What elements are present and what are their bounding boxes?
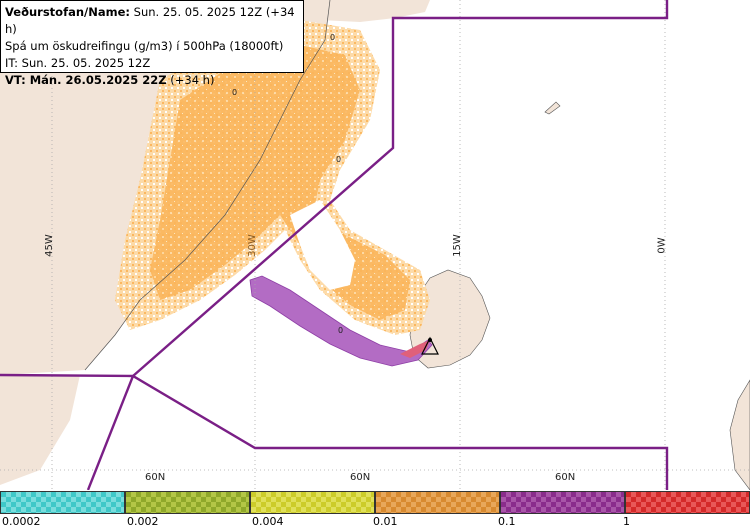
valid-time-label: VT: Mán. 26.05.2025 22Z bbox=[5, 73, 167, 87]
legend-tick: 1 bbox=[623, 515, 630, 528]
lon-label-0w: 0W bbox=[656, 237, 668, 254]
legend-tick: 0.004 bbox=[252, 515, 284, 528]
issuer-time: Sun. 25. 05. 2025 12Z (+34 h) bbox=[5, 5, 295, 36]
ash-red-core bbox=[400, 340, 430, 358]
lat-label-60n-center: 60N bbox=[350, 472, 371, 483]
legend-tick: 0.0002 bbox=[2, 515, 41, 528]
fir-boundary bbox=[0, 0, 669, 490]
legend-bin bbox=[250, 491, 375, 514]
valid-time-offset: (+34 h) bbox=[170, 73, 215, 87]
jan-mayen-island bbox=[544, 101, 561, 115]
contour-label: 0 bbox=[330, 33, 336, 42]
legend-tick: 0.1 bbox=[498, 515, 516, 528]
contour-label: 0 bbox=[232, 88, 238, 97]
info-line-issue-time: IT: Sun. 25. 05. 2025 12Z bbox=[5, 56, 151, 70]
map-canvas bbox=[0, 0, 750, 490]
legend-bin bbox=[375, 491, 500, 514]
concentration-legend: 0.0002 0.002 0.004 0.01 0.1 1 bbox=[0, 490, 750, 532]
graticule bbox=[0, 0, 750, 490]
legend-tick: 0.01 bbox=[373, 515, 398, 528]
info-line-description: Spá um öskudreifingu (g/m3) í 500hPa (18… bbox=[5, 39, 284, 53]
legend-tick: 0.002 bbox=[127, 515, 159, 528]
contour-label: 0 bbox=[336, 155, 342, 164]
scandinavia-land bbox=[729, 379, 750, 490]
issuer-label: Veðurstofan/Name: bbox=[5, 5, 130, 19]
north-landmass bbox=[300, 0, 430, 22]
contour-label: 0 bbox=[338, 326, 344, 335]
lon-label-45w: 45W bbox=[43, 234, 55, 257]
legend-bin bbox=[625, 491, 750, 514]
legend-bin bbox=[125, 491, 250, 514]
legend-bin bbox=[500, 491, 625, 514]
greenland-south-tip bbox=[0, 375, 80, 485]
lon-label-15w: 15W bbox=[451, 234, 463, 257]
greenland-coastline bbox=[84, 0, 331, 371]
lon-label-30w: 30W bbox=[246, 234, 258, 257]
legend-bin bbox=[0, 491, 125, 514]
info-line-name: Veðurstofan/Name: Sun. 25. 05. 2025 12Z … bbox=[5, 4, 299, 38]
info-line-valid-time: VT: Mán. 26.05.2025 22Z (+34 h) bbox=[5, 72, 299, 89]
ash-high-concentration-band bbox=[249, 275, 433, 367]
lat-label-60n-east: 60N bbox=[555, 472, 576, 483]
forecast-info-box: Veðurstofan/Name: Sun. 25. 05. 2025 12Z … bbox=[0, 0, 304, 87]
lat-label-60n-west: 60N bbox=[145, 472, 166, 483]
volcano-marker-icon bbox=[421, 336, 439, 355]
ash-dispersion-map: 45W 30W 15W 0W 60N 60N 60N 0 0 0 0 Veður… bbox=[0, 0, 750, 490]
